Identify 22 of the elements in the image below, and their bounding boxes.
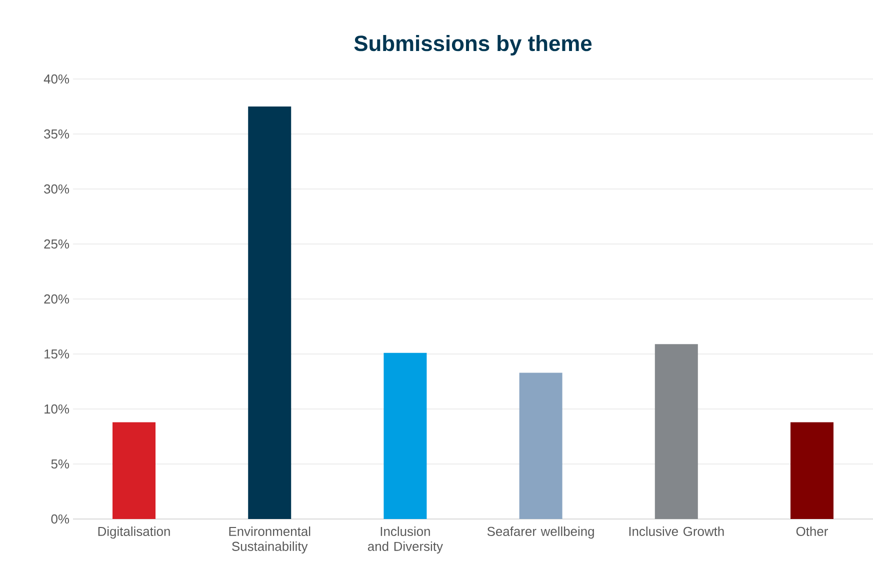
bar <box>519 372 562 519</box>
y-tick-label: 5% <box>51 459 70 469</box>
bar <box>384 352 427 519</box>
y-tick-label: 10% <box>44 404 70 414</box>
x-tick-label: Inclusive Growth <box>629 526 724 536</box>
y-tick-label: 35% <box>44 129 70 139</box>
x-tick-label: Other <box>796 526 828 536</box>
y-tick-label: 25% <box>44 239 70 249</box>
y-tick-label: 20% <box>44 294 70 304</box>
chart-title: Submissions by theme <box>354 35 592 56</box>
y-tick-label: 30% <box>44 184 70 194</box>
bar <box>654 344 698 519</box>
x-tick-label: Environmental Sustainability <box>229 526 310 554</box>
y-tick-label: 40% <box>44 74 70 84</box>
x-tick-label: Seafarer wellbeing <box>487 526 594 539</box>
x-tick-label: Digitalisation <box>98 526 170 539</box>
bar <box>112 422 156 519</box>
bar <box>248 106 292 519</box>
x-tick-label: Inclusion and Diversity <box>368 526 443 554</box>
y-tick-label: 0% <box>51 514 70 524</box>
y-tick-label: 15% <box>44 349 70 359</box>
bar <box>790 422 834 519</box>
